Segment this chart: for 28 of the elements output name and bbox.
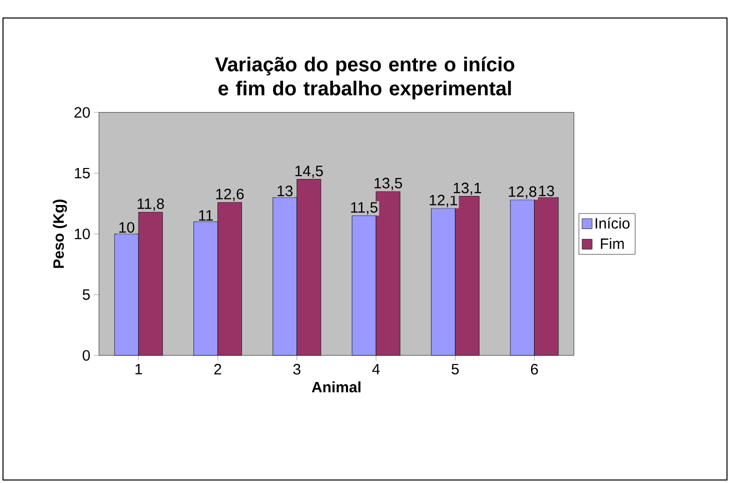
x-tick-label: 5	[452, 364, 459, 374]
y-tick-label: 10	[74, 228, 90, 240]
y-axis-title: Peso (Kg)	[52, 200, 67, 268]
chart-title: Variação do peso entre o início e fim do trabalho experimental	[215, 56, 514, 100]
data-label: 12,1	[430, 194, 458, 208]
data-label: 13,1	[454, 182, 482, 196]
data-label: 11,5	[351, 202, 378, 214]
data-label: 11,8	[138, 198, 164, 211]
legend-label: Fim	[600, 238, 624, 249]
data-label: 11	[199, 210, 213, 221]
y-tick-label: 15	[74, 168, 90, 178]
x-tick-label: 4	[372, 364, 380, 374]
x-tick-label: 1	[136, 364, 142, 374]
x-tick-label: 6	[530, 364, 538, 375]
x-axis-title: Animal	[312, 381, 360, 392]
data-label: 13	[278, 186, 293, 196]
data-label: 13,5	[374, 178, 402, 190]
y-tick-label: 20	[74, 107, 90, 118]
x-tick-label: 3	[293, 364, 300, 375]
y-tick-label: 5	[82, 289, 90, 300]
y-tick-label: 0	[82, 350, 90, 361]
x-tick-label: 2	[214, 364, 222, 374]
data-label: 12,8	[508, 186, 536, 199]
data-label: 14,5	[295, 166, 323, 178]
data-label: 13	[539, 186, 554, 196]
legend-label: Início	[596, 217, 630, 229]
data-label: 12,6	[216, 188, 244, 202]
data-label: 10	[119, 222, 134, 233]
